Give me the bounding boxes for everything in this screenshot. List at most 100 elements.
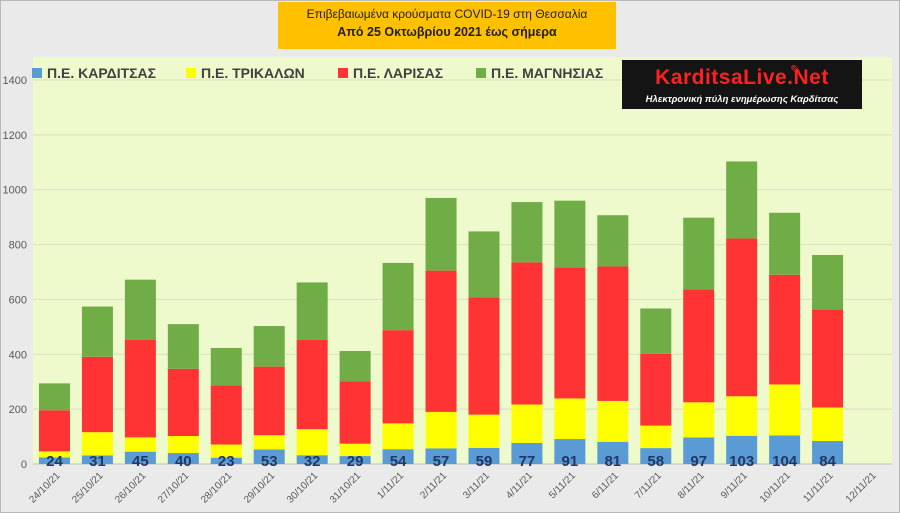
bar-segment: [210, 347, 242, 386]
bar-segment: [253, 435, 285, 450]
bar-segment: [769, 274, 801, 385]
bar-segment: [683, 217, 715, 290]
bar-segment: [339, 443, 371, 457]
bar-segment: [167, 453, 199, 464]
data-label: 40: [175, 453, 192, 470]
legend-label: Π.Ε. ΚΑΡΔΙΤΣΑΣ: [47, 65, 156, 81]
bar-segment: [554, 398, 586, 440]
data-label: 29: [347, 453, 364, 470]
x-tick-label: 8/11/21: [676, 470, 707, 501]
x-tick-label: 7/11/21: [633, 470, 664, 501]
x-tick-label: 27/10/21: [156, 470, 192, 506]
data-label: 77: [519, 453, 536, 470]
bar-segment: [769, 212, 801, 275]
bar-segment: [382, 449, 414, 464]
y-tick-label: 0: [21, 459, 27, 471]
x-tick-label: 28/10/21: [199, 470, 235, 506]
data-label: 104: [772, 453, 798, 470]
bar-segment: [38, 383, 70, 411]
x-tick-label: 30/10/21: [285, 470, 321, 506]
bar-segment: [38, 451, 70, 458]
bar-segment: [683, 402, 715, 438]
data-label: 31: [89, 453, 106, 470]
bar-segment: [81, 306, 113, 357]
bar-segment: [597, 266, 629, 401]
bar-segment: [296, 429, 328, 456]
y-tick-label: 1200: [3, 130, 27, 142]
bar-segment: [210, 385, 242, 445]
bar-segment: [511, 442, 543, 464]
bar-segment: [511, 404, 543, 443]
bar-segment: [640, 308, 672, 354]
bar-segment: [124, 437, 156, 452]
data-label: 97: [690, 453, 707, 470]
y-tick-label: 1400: [3, 75, 27, 87]
bar-segment: [812, 440, 844, 464]
bar-segment: [38, 457, 70, 464]
bar-segment: [812, 407, 844, 441]
bar-segment: [167, 324, 199, 369]
data-label: 23: [218, 453, 235, 470]
bar-segment: [382, 423, 414, 450]
data-label: 103: [729, 453, 754, 470]
bar-segment: [511, 262, 543, 405]
legend-label: Π.Ε. ΜΑΓΝΗΣΙΑΣ: [491, 65, 603, 81]
legend-label: Π.Ε. ΤΡΙΚΑΛΩΝ: [201, 65, 305, 81]
bar-segment: [38, 410, 70, 452]
bar-segment: [253, 449, 285, 464]
x-tick-label: 24/10/21: [27, 470, 63, 506]
bar-segment: [597, 400, 629, 442]
data-label: 91: [562, 453, 579, 470]
bar-segment: [683, 289, 715, 403]
data-label: 53: [261, 453, 278, 470]
bar-segment: [554, 200, 586, 268]
y-tick-label: 400: [9, 349, 27, 361]
bar-segment: [296, 340, 328, 430]
data-label: 84: [819, 453, 836, 470]
title-box: Επιβεβαιωμένα κρούσματα COVID-19 στη Θεσ…: [278, 2, 616, 49]
bar-segment: [554, 439, 586, 464]
x-tick-label: 31/10/21: [328, 470, 364, 506]
bar-segment: [210, 457, 242, 464]
bar-segment: [726, 238, 758, 397]
bar-segment: [81, 432, 113, 456]
data-label: 45: [132, 453, 149, 470]
bar-segment: [640, 448, 672, 464]
bar-segment: [468, 447, 500, 464]
data-label: 32: [304, 453, 321, 470]
bar-segment: [382, 262, 414, 331]
y-tick-label: 1000: [3, 185, 27, 197]
bar-segment: [640, 353, 672, 426]
bar-segment: [468, 414, 500, 448]
logo-figure-icon: ✎: [790, 62, 802, 78]
x-tick-label: 3/11/21: [461, 470, 492, 501]
bar-segment: [339, 350, 371, 382]
x-tick-label: 26/10/21: [113, 470, 149, 506]
bar-segment: [81, 455, 113, 464]
bar-segment: [167, 436, 199, 454]
data-label: 54: [390, 453, 407, 470]
bar-segment: [597, 441, 629, 464]
x-tick-label: 6/11/21: [590, 470, 621, 501]
bar-segment: [296, 282, 328, 341]
bar-segment: [683, 437, 715, 464]
x-tick-label: 11/11/21: [801, 470, 836, 505]
chart-title: Επιβεβαιωμένα κρούσματα COVID-19 στη Θεσ…: [306, 7, 588, 21]
bar-segment: [425, 411, 457, 449]
bar-segment: [339, 456, 371, 464]
bar-segment: [425, 270, 457, 412]
y-tick-label: 600: [9, 294, 27, 306]
bar-segment: [253, 366, 285, 436]
bar-segment: [468, 297, 500, 415]
bar-segment: [382, 330, 414, 424]
data-label: 24: [46, 453, 63, 470]
bar-segment: [124, 340, 156, 438]
bar-segment: [726, 396, 758, 436]
x-tick-label: 4/11/21: [504, 470, 535, 501]
bar-segment: [296, 455, 328, 464]
legend-label: Π.Ε. ΛΑΡΙΣΑΣ: [353, 65, 443, 81]
bar-segment: [769, 435, 801, 464]
chart-subtitle: Από 25 Οκτωβρίου 2021 έως σήμερα: [337, 25, 557, 39]
bar-segment: [769, 384, 801, 436]
